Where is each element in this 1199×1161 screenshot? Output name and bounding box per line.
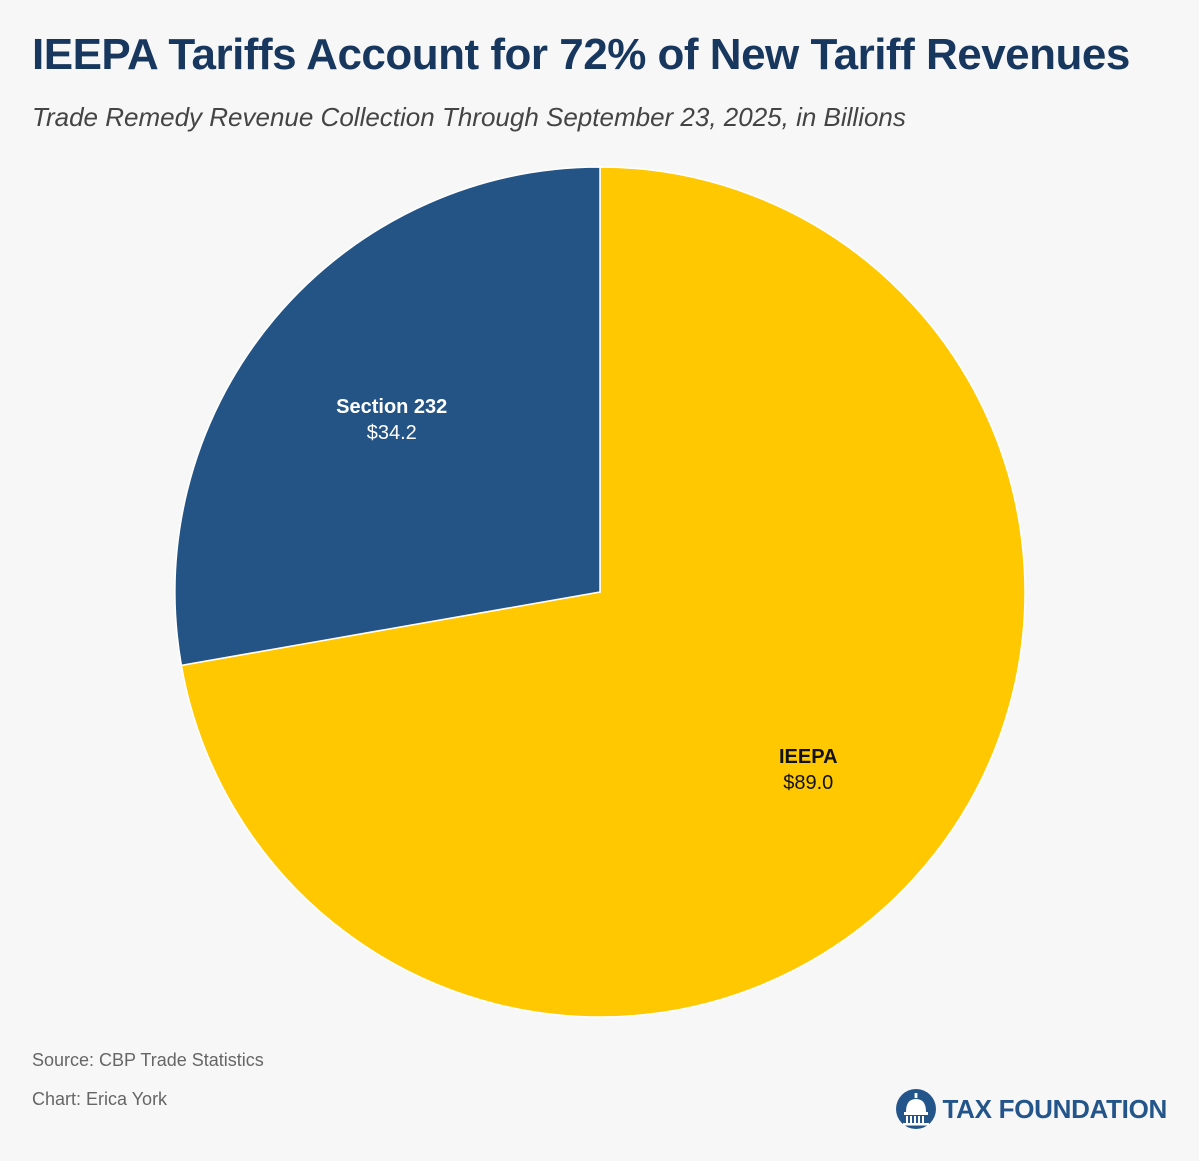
chart-subtitle: Trade Remedy Revenue Collection Through … bbox=[32, 102, 906, 132]
pie-slice-ieepa bbox=[180, 166, 1026, 1018]
slice-label-ieepa: IEEPA bbox=[779, 746, 838, 768]
slice-value-ieepa: $89.0 bbox=[783, 772, 833, 794]
chart-title: IEEPA Tariffs Account for 72% of New Tar… bbox=[32, 30, 1130, 79]
pie-slice-section-232 bbox=[174, 166, 601, 667]
source-note: Source: CBP Trade Statistics bbox=[32, 1050, 264, 1070]
tax-foundation-logo: TAX FOUNDATION bbox=[895, 1088, 1167, 1130]
chart-credit: Chart: Erica York bbox=[32, 1089, 168, 1109]
slice-value-section-232: $34.2 bbox=[367, 422, 417, 444]
capitol-dome-icon bbox=[895, 1089, 936, 1129]
slice-label-section-232: Section 232 bbox=[336, 396, 447, 418]
logo-text: TAX FOUNDATION bbox=[942, 1093, 1168, 1124]
